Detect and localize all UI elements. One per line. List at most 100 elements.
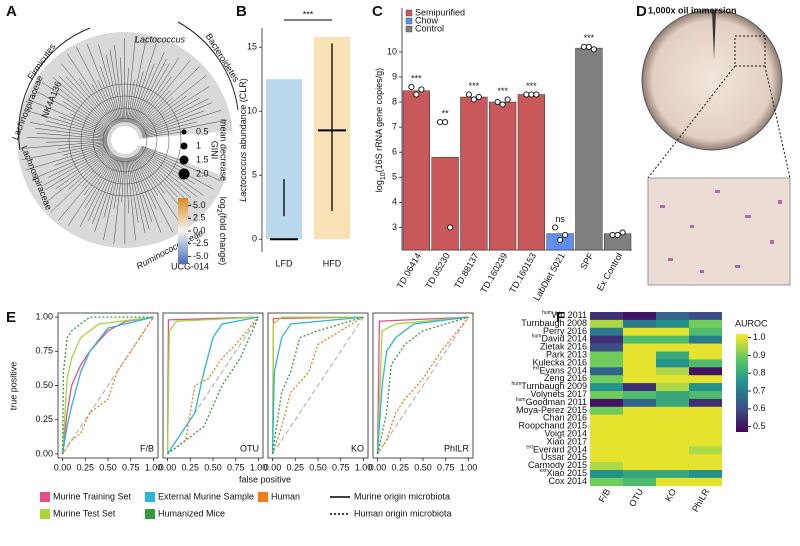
- branch: [36, 132, 108, 139]
- y-axis-title: Lactococcus abundance (CLR): [238, 78, 248, 202]
- heat-cell: [623, 319, 656, 329]
- heat-cell: [623, 391, 656, 400]
- replicate: [475, 93, 482, 101]
- heat-cell: [590, 359, 623, 368]
- roc-curve: [61, 316, 154, 454]
- branch: [68, 151, 112, 190]
- panel-title: F/B: [140, 443, 154, 453]
- y-tick-label: 5: [392, 172, 397, 182]
- colorbar-label: 0.0: [193, 225, 206, 235]
- branch: [46, 140, 108, 143]
- row-name: Perry 2016: [543, 326, 587, 336]
- branch: [139, 150, 204, 196]
- branch: [76, 46, 117, 125]
- row-label: humTurnbaugh 2009: [512, 381, 587, 391]
- x-tick-label: LabDiet 5021: [531, 251, 566, 302]
- replicate: [437, 119, 444, 126]
- replicate: [494, 98, 501, 106]
- branch: [25, 144, 108, 171]
- replicate: [533, 91, 540, 98]
- row-label: Ussar 2015: [541, 453, 587, 463]
- heat-cell: [623, 359, 656, 368]
- branch: [32, 146, 109, 180]
- colorbar-label: 1.0: [753, 332, 766, 342]
- row-label: Zietak 2016: [540, 342, 587, 352]
- heat-cell: [590, 477, 623, 487]
- heat-cell: [623, 343, 656, 352]
- heat-cell: [590, 454, 623, 463]
- legend-label: Humanized Mice: [158, 508, 225, 518]
- heat-cell: [590, 351, 623, 360]
- branch: [91, 83, 117, 125]
- row-label: Carmody 2015: [528, 460, 587, 470]
- tree-hub: [111, 126, 139, 154]
- heat-cell: [623, 414, 656, 423]
- legend-label: Semipurified: [415, 7, 465, 17]
- size-key: [178, 168, 190, 180]
- panel-label: C: [372, 3, 383, 20]
- image-annotation: 1,000x oil immersion: [648, 5, 737, 15]
- column-label: KO: [663, 487, 678, 503]
- heat-cell: [656, 398, 689, 408]
- replicate: [499, 101, 506, 108]
- replicate: [552, 224, 559, 231]
- heat-cell: [590, 312, 623, 321]
- row-name: Carmody 2015: [528, 460, 587, 470]
- roc-curve: [61, 316, 154, 455]
- heat-cell: [656, 359, 689, 368]
- branch: [43, 148, 110, 186]
- branch: [46, 120, 108, 137]
- heat-cell: [590, 462, 623, 471]
- legend-swatch: [145, 509, 155, 519]
- row-label: Voigt 2014: [544, 429, 587, 439]
- colorbar-label: -5.0: [193, 251, 209, 261]
- x-tick-label: 1.00: [145, 462, 163, 472]
- text-part: log: [374, 180, 384, 192]
- y-tick-label: 9: [392, 71, 397, 81]
- branch-arc: [102, 117, 148, 163]
- heat-cell: [623, 454, 656, 463]
- chance-line: [272, 316, 364, 455]
- x-tick-label: Ex Control: [595, 251, 625, 292]
- panel-label: B: [236, 3, 247, 20]
- panel-title: OTU: [240, 443, 259, 453]
- branch: [55, 150, 111, 190]
- row-label: Xiao 2017: [546, 437, 587, 447]
- heat-cell: [656, 319, 689, 329]
- heat-cell: [656, 470, 689, 479]
- replicate: [585, 43, 592, 50]
- legend-label: Control: [415, 23, 444, 33]
- branch: [57, 153, 114, 221]
- row-label: Chan 2016: [543, 413, 587, 423]
- roc-curve: [271, 316, 364, 454]
- heat-cell: [689, 470, 722, 479]
- x-tick-label: 0.25: [392, 462, 410, 472]
- x-tick-label: 1.00: [355, 462, 373, 472]
- x-tick-label: 0.50: [99, 462, 117, 472]
- heat-cell: [656, 477, 689, 487]
- size-key: [179, 155, 189, 165]
- replicate: [557, 236, 564, 244]
- branch: [138, 97, 174, 129]
- replicate: [580, 43, 587, 50]
- row-label: humWu 2011: [542, 310, 587, 320]
- branch: [59, 88, 111, 130]
- x-tick-label: TD.05230: [423, 251, 451, 290]
- heat-cell: [590, 391, 623, 400]
- roc-curve: [166, 316, 259, 454]
- text-part: (fold change): [218, 213, 228, 266]
- row-prefix: hum: [532, 334, 542, 340]
- branch: [141, 110, 205, 135]
- clade-label: UCG-014: [171, 261, 209, 271]
- branch-arc: [80, 95, 170, 185]
- heat-cell: [656, 422, 689, 431]
- branch-arc: [68, 83, 182, 197]
- heat-cell: [689, 414, 722, 423]
- row-name: Xiao 2015: [546, 468, 587, 478]
- heat-cell: [656, 454, 689, 463]
- branch: [133, 155, 159, 197]
- panel-label: D: [636, 3, 647, 20]
- heat-cell: [689, 359, 722, 368]
- roc-curve: [377, 316, 469, 455]
